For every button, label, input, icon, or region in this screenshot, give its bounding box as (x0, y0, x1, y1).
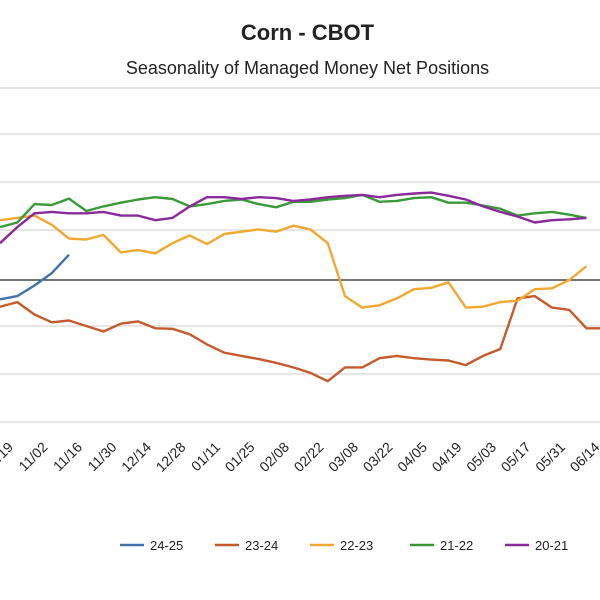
gridlines (0, 87, 600, 423)
x-tick-label: 11/30 (84, 439, 120, 475)
x-tick-label: 03/22 (360, 439, 396, 475)
x-tick-label: 04/19 (429, 439, 465, 475)
legend-item-23-24: 23-24 (215, 538, 278, 553)
chart-subtitle: Seasonality of Managed Money Net Positio… (125, 58, 490, 78)
series-line-24-25 (0, 253, 70, 301)
legend-item-24-25: 24-25 (120, 538, 183, 553)
x-tick-label: 11/02 (15, 439, 51, 475)
x-tick-label: 12/14 (118, 439, 154, 475)
series-lines (0, 191, 600, 383)
x-tick-label: 05/03 (463, 439, 499, 475)
legend-label: 20-21 (535, 538, 568, 553)
legend-label: 23-24 (245, 538, 278, 553)
x-tick-label: 06/14 (567, 439, 600, 475)
x-tick-label: 05/17 (498, 439, 534, 475)
legend-item-21-22: 21-22 (410, 538, 473, 553)
legend-label: 21-22 (440, 538, 473, 553)
x-tick-label: 01/25 (222, 439, 258, 475)
series-line-23-24 (0, 294, 600, 383)
x-tick-label: 02/22 (291, 439, 327, 475)
x-tick-label: 04/05 (394, 439, 430, 475)
legend-item-20-21: 20-21 (505, 538, 568, 553)
series-line-22-23 (0, 214, 588, 309)
x-tick-label: 10/19 (0, 439, 16, 475)
legend-label: 24-25 (150, 538, 183, 553)
x-tick-label: 02/08 (256, 439, 292, 475)
legend-item-22-23: 22-23 (310, 538, 373, 553)
chart-title: Corn - CBOT (240, 20, 375, 45)
legend: 24-25 23-24 22-23 21-22 20-21 (120, 538, 568, 553)
x-tick-label: 12/28 (153, 439, 189, 475)
series-line-20-21 (0, 191, 587, 245)
x-tick-label: 03/08 (325, 439, 361, 475)
x-tick-label: 11/16 (50, 439, 86, 475)
x-tick-label: 05/31 (532, 439, 568, 475)
legend-label: 22-23 (340, 538, 373, 553)
x-tick-label: 01/11 (188, 439, 224, 475)
